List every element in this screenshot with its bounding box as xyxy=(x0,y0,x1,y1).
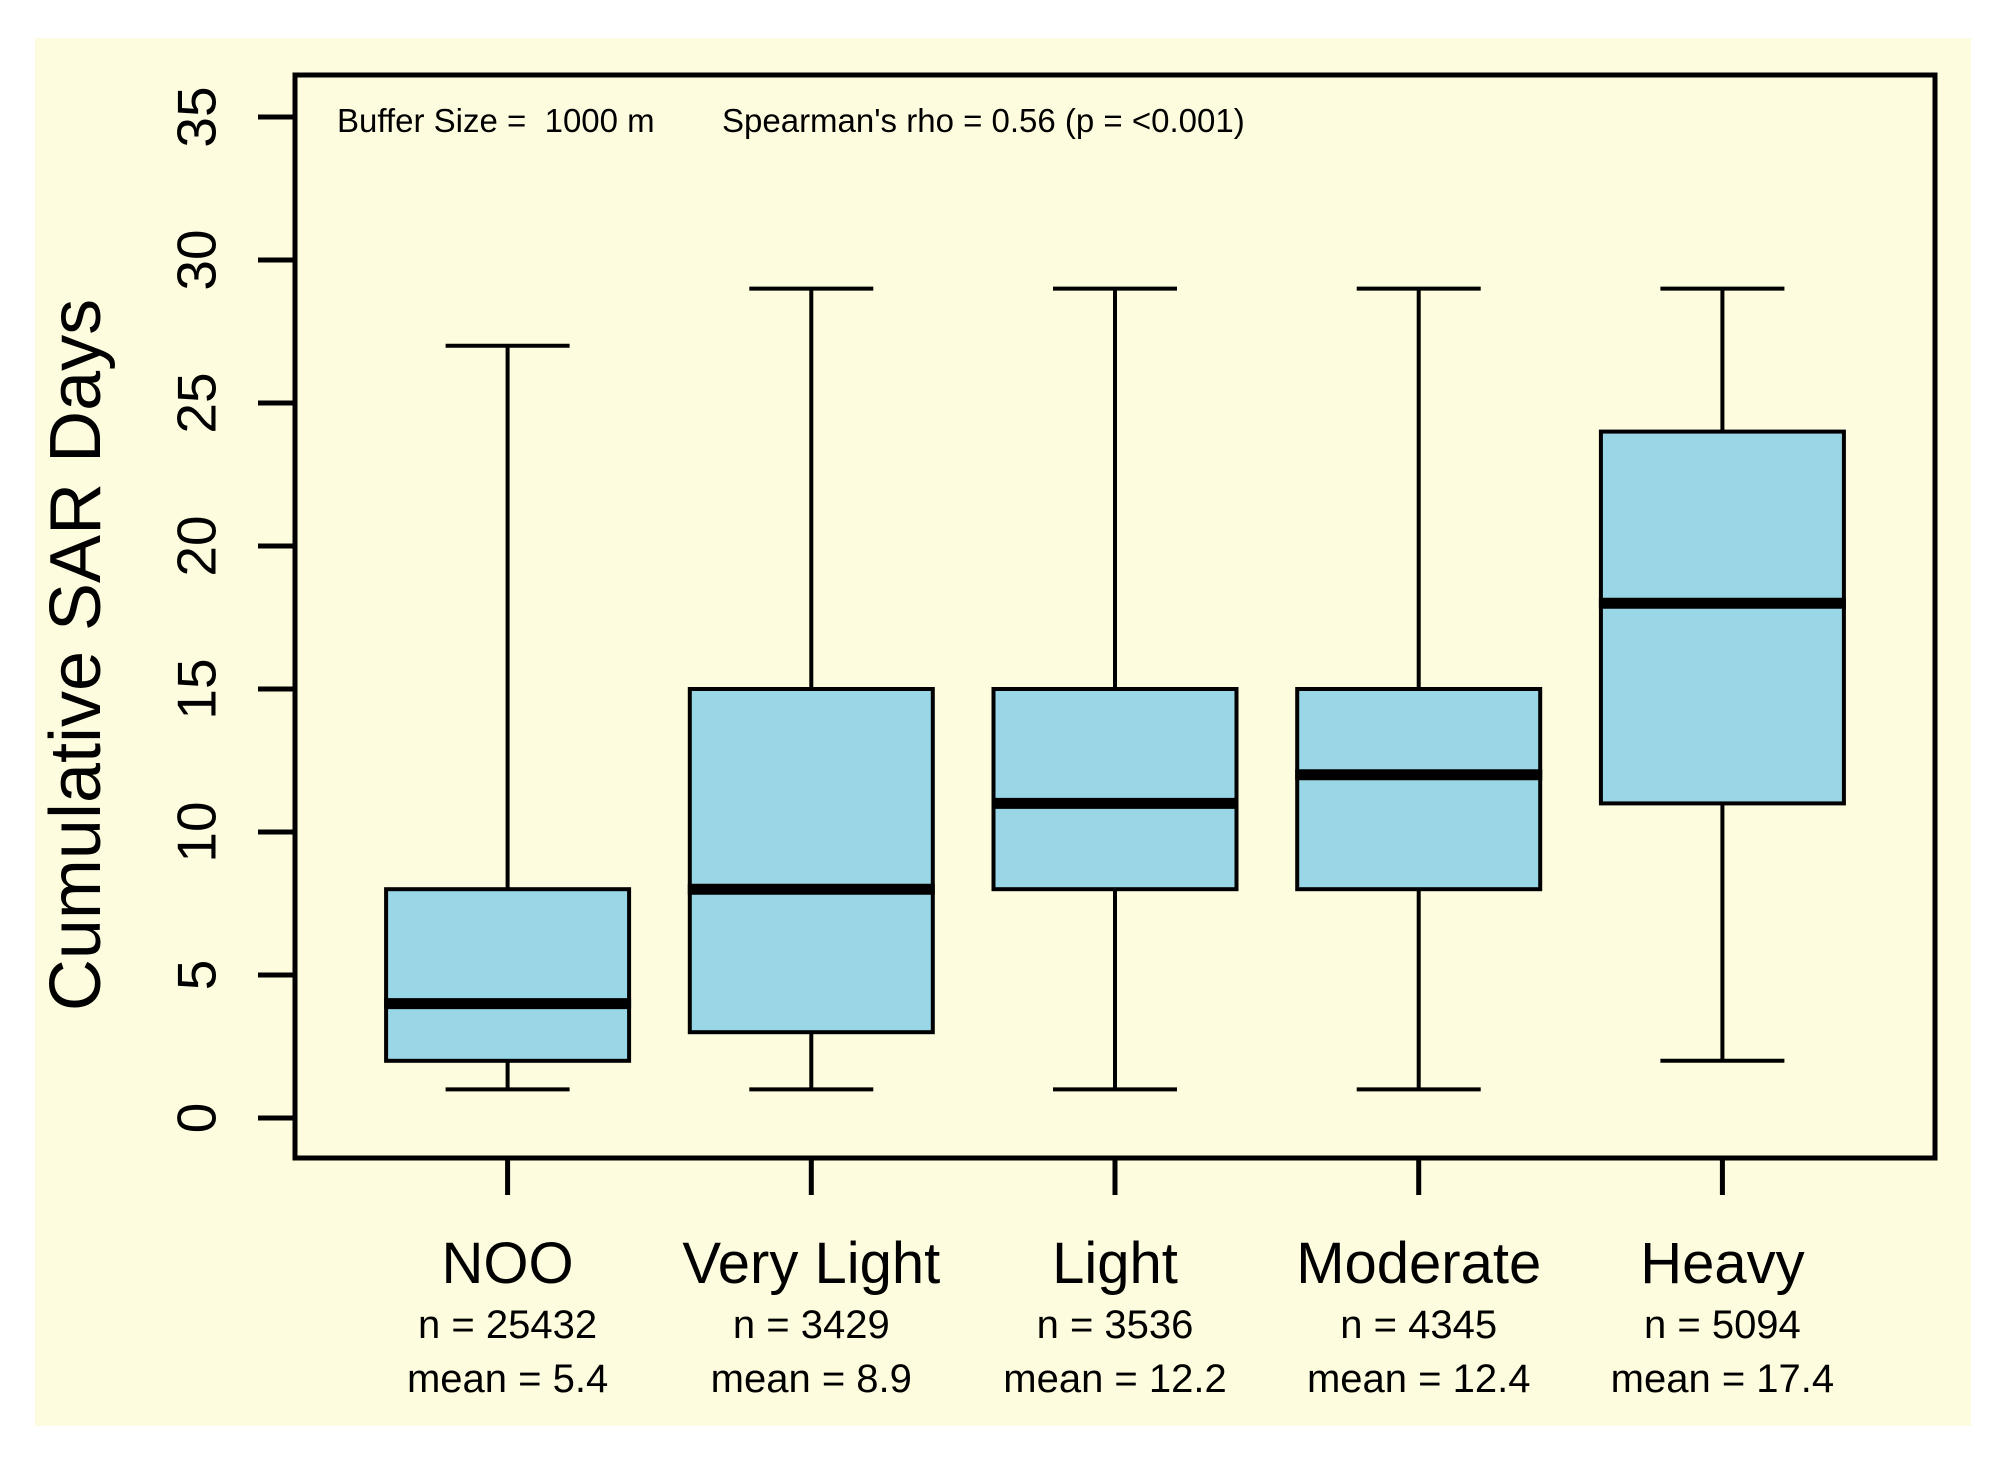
y-tick-label-15: 15 xyxy=(165,658,227,719)
n-label-heavy: n = 5094 xyxy=(1644,1303,1801,1347)
mean-label-moderate: mean = 12.4 xyxy=(1307,1357,1531,1401)
box-light xyxy=(991,687,1239,892)
annotation-spearman: Spearman's rho = 0.56 (p = <0.001) xyxy=(722,102,1245,139)
n-label-noo: n = 25432 xyxy=(418,1303,597,1347)
y-tick-label-25: 25 xyxy=(165,372,227,433)
mean-label-noo: mean = 5.4 xyxy=(407,1357,608,1401)
y-tick-label-5: 5 xyxy=(165,960,227,991)
y-tick-label-10: 10 xyxy=(165,801,227,862)
y-axis-title: Cumulative SAR Days xyxy=(36,299,116,1011)
box-heavy xyxy=(1598,429,1846,806)
x-category-label-very-light: Very Light xyxy=(682,1231,940,1296)
box-moderate xyxy=(1295,687,1543,892)
box-noo xyxy=(384,887,632,1063)
box-very-light xyxy=(687,687,935,1035)
x-category-label-moderate: Moderate xyxy=(1296,1231,1541,1296)
mean-label-light: mean = 12.2 xyxy=(1003,1357,1227,1401)
x-category-label-light: Light xyxy=(1052,1231,1178,1296)
n-label-very-light: n = 3429 xyxy=(733,1303,890,1347)
x-category-label-noo: NOO xyxy=(442,1231,574,1296)
mean-label-heavy: mean = 17.4 xyxy=(1611,1357,1835,1401)
x-category-label-heavy: Heavy xyxy=(1640,1231,1804,1296)
annotation-buffer-size: Buffer Size = 1000 m xyxy=(337,102,655,139)
y-tick-label-0: 0 xyxy=(165,1103,227,1134)
mean-label-very-light: mean = 8.9 xyxy=(711,1357,912,1401)
n-label-moderate: n = 4345 xyxy=(1340,1303,1497,1347)
y-tick-label-20: 20 xyxy=(165,515,227,576)
y-tick-label-30: 30 xyxy=(165,229,227,290)
y-tick-label-35: 35 xyxy=(165,86,227,147)
n-label-light: n = 3536 xyxy=(1037,1303,1194,1347)
plot-elements: 0 5 10 15 20 25 30 35 NOO n = 25432 mean = 5.4 Very… xyxy=(165,86,1846,1401)
